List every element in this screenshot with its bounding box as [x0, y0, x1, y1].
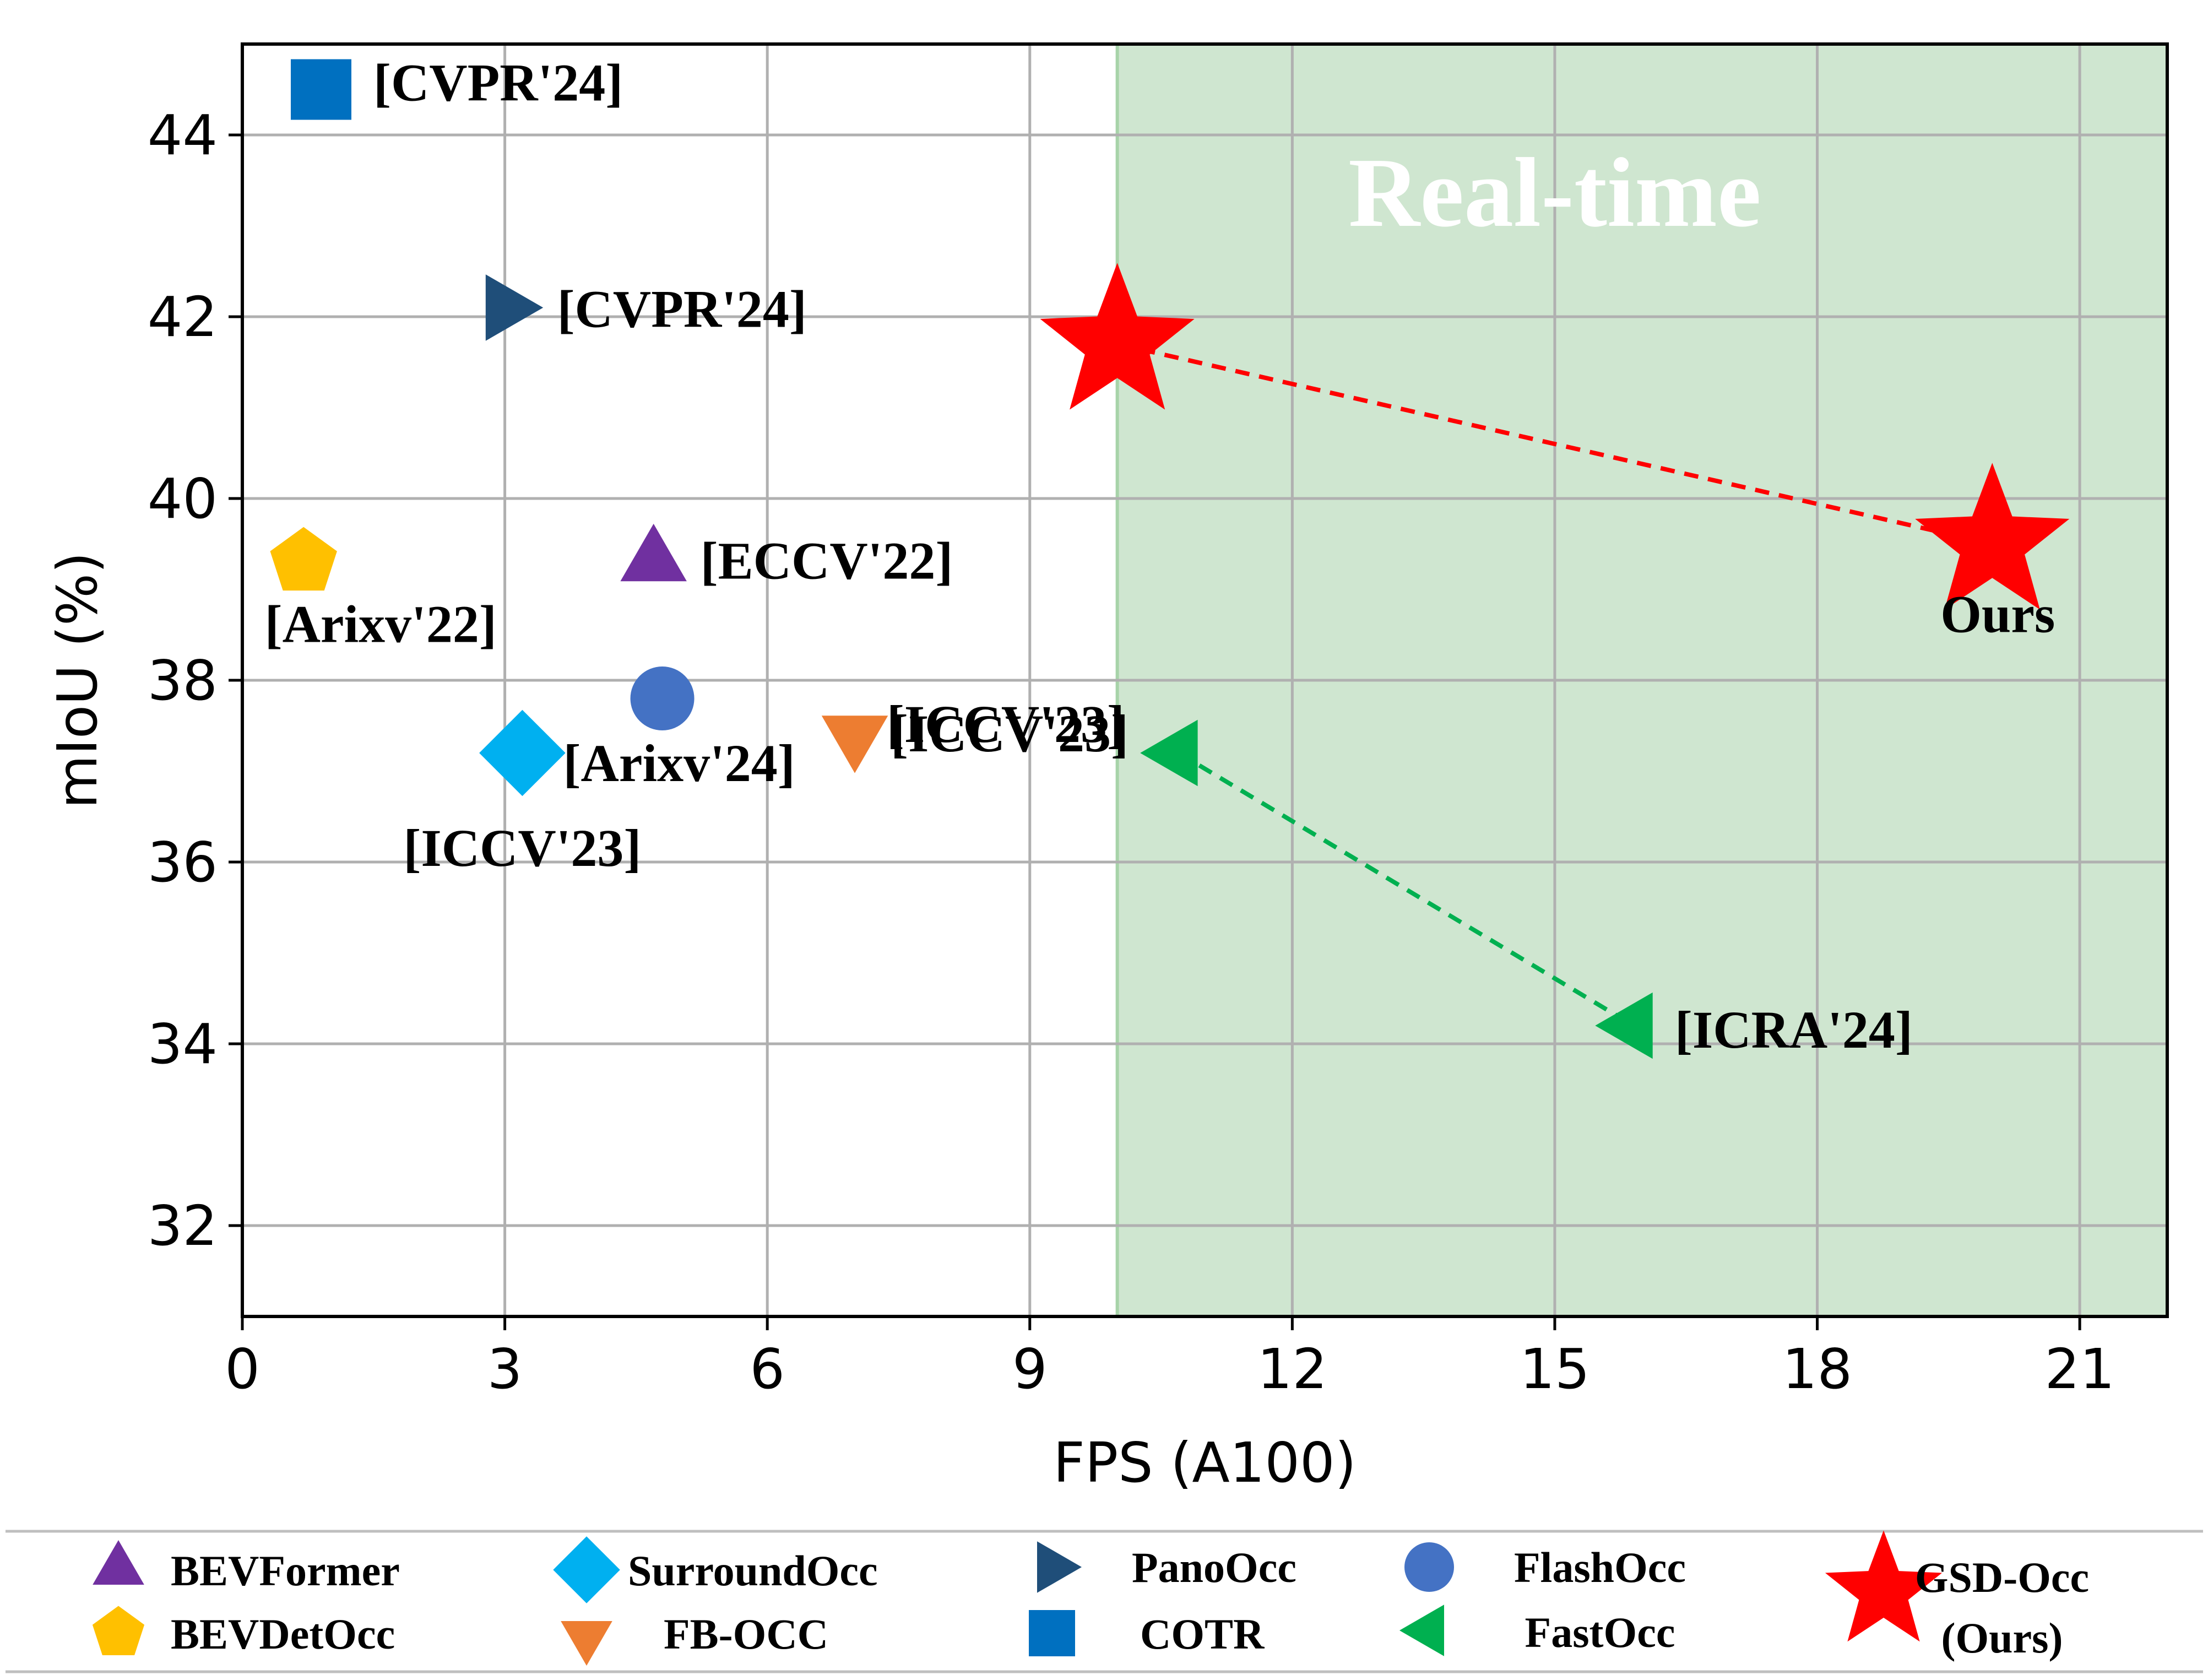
point-annotation: [Arixv'24] — [563, 734, 795, 793]
x-tick-label: 9 — [1012, 1337, 1048, 1401]
legend-marker-panoocc — [1037, 1541, 1082, 1593]
point-gsd-occ — [1915, 463, 2070, 610]
point-gsd-occ — [1040, 263, 1195, 410]
x-tick-label: 0 — [225, 1337, 260, 1401]
y-tick-label: 32 — [148, 1194, 218, 1258]
x-tick-label: 12 — [1257, 1337, 1327, 1401]
legend-marker-bevformer — [93, 1540, 144, 1585]
connector-line — [1177, 751, 1635, 1028]
x-tick-label: 21 — [2045, 1337, 2115, 1401]
legend-label: COTR — [1140, 1610, 1265, 1658]
legend-item-fastocc: FastOcc — [1399, 1605, 1675, 1656]
point-cotr — [290, 59, 351, 120]
legend: BEVFormer BEVDetOcc SurroundOcc FB-OCC PanoO… — [6, 1530, 2203, 1673]
point-fb-occ — [821, 716, 888, 773]
y-tick-label: 42 — [148, 285, 218, 349]
legend-label: SurroundOcc — [628, 1547, 878, 1595]
point-panoocc — [485, 274, 544, 341]
legend-label: GSD-Occ — [1915, 1553, 2089, 1601]
legend-label: (Ours) — [1941, 1614, 2063, 1662]
real-time-label: Real-time — [1348, 138, 1761, 247]
point-fastocc — [1140, 719, 1198, 787]
y-axis-label: mIoU (%) — [45, 552, 110, 809]
legend-marker-gsd-occ — [1825, 1530, 1943, 1642]
point-annotation: [CVPR'24] — [557, 280, 807, 339]
legend-item-cotr: COTR — [1029, 1610, 1265, 1658]
y-tick-label: 44 — [148, 103, 218, 167]
point-flashocc — [630, 666, 695, 730]
legend-item-bevdetocc: BEVDetOcc — [92, 1606, 395, 1658]
x-axis-label: FPS (A100) — [1053, 1430, 1356, 1495]
legend-item-surroundocc: SurroundOcc — [553, 1536, 878, 1603]
legend-item-gsd-occ: GSD-Occ (Ours) — [1825, 1530, 2089, 1662]
legend-label: FB-OCC — [664, 1610, 828, 1658]
legend-item-panoocc: PanoOcc — [1037, 1541, 1296, 1593]
legend-marker-flashocc — [1404, 1542, 1454, 1592]
point-bevdetocc — [270, 527, 337, 591]
point-annotation: [ICCV'23] — [887, 695, 1125, 754]
legend-label: BEVDetOcc — [171, 1610, 395, 1658]
legend-label: FlashOcc — [1514, 1543, 1686, 1591]
legend-item-fb-occ: FB-OCC — [561, 1610, 828, 1666]
x-tick-label: 6 — [750, 1337, 785, 1401]
legend-label: FastOcc — [1525, 1608, 1675, 1656]
y-tick-label: 36 — [148, 830, 218, 895]
y-tick-label: 38 — [148, 648, 218, 713]
point-annotation: Ours — [1940, 585, 2055, 644]
point-annotation: [ICRA'24] — [1675, 1000, 1913, 1059]
point-bevformer — [620, 523, 687, 582]
legend-label: PanoOcc — [1132, 1543, 1296, 1591]
y-tick-label: 40 — [148, 467, 218, 531]
legend-item-bevformer: BEVFormer — [93, 1540, 400, 1595]
plot-area: Real-time[ECCV'22][Arixv'22][ICCV'23][IC… — [241, 44, 2167, 1316]
legend-marker-surroundocc — [553, 1536, 620, 1603]
legend-marker-fastocc — [1399, 1605, 1444, 1656]
y-tick-label: 34 — [148, 1012, 218, 1076]
legend-item-flashocc: FlashOcc — [1404, 1542, 1686, 1592]
x-tick-label: 15 — [1520, 1337, 1589, 1401]
legend-marker-bevdetocc — [92, 1606, 145, 1655]
point-annotation: [CVPR'24] — [373, 53, 623, 112]
point-annotation: [ICCV'23] — [403, 819, 641, 877]
connector-line — [1116, 342, 1993, 546]
legend-marker-cotr — [1029, 1610, 1075, 1656]
x-tick-label: 3 — [487, 1337, 523, 1401]
legend-marker-fb-occ — [561, 1621, 612, 1666]
x-tick-label: 18 — [1782, 1337, 1852, 1401]
point-fastocc — [1595, 992, 1653, 1059]
point-annotation: [Arixv'22] — [265, 595, 497, 654]
point-surroundocc — [479, 709, 566, 796]
point-annotation: [ICCV'23] — [891, 704, 1129, 763]
legend-label: BEVFormer — [171, 1547, 400, 1595]
point-annotation: [ECCV'22] — [701, 532, 953, 590]
